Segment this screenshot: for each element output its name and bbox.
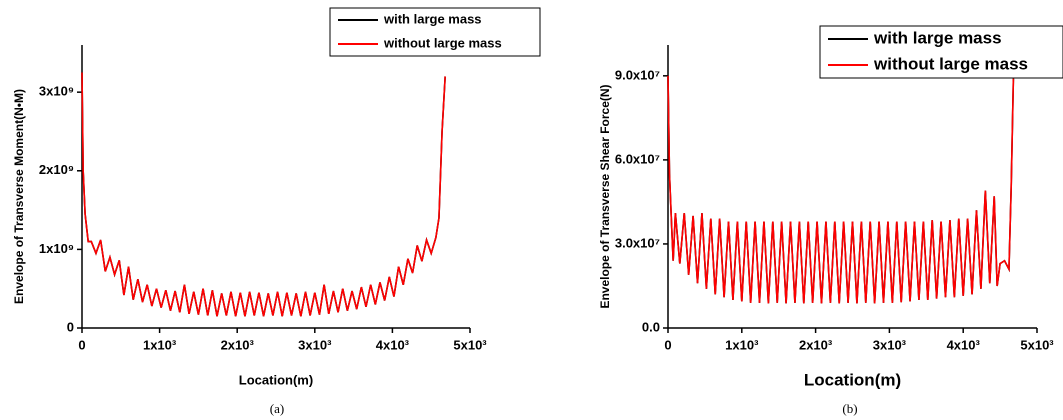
x-axis-label: Location(m)	[239, 372, 313, 387]
x-tick-label: 4x10³	[947, 337, 981, 352]
caption: (a)	[270, 401, 284, 416]
x-tick-label: 1x10³	[725, 337, 759, 352]
x-tick-label: 3x10³	[298, 337, 332, 352]
series-line	[667, 75, 1015, 304]
y-tick-label: 6.0x10⁷	[615, 151, 660, 166]
x-tick-label: 5x10³	[1020, 337, 1054, 352]
y-tick-label: 3x10⁹	[39, 84, 74, 99]
y-tick-label: 9.0x10⁷	[615, 67, 660, 82]
caption: (b)	[842, 401, 857, 416]
y-tick-label: 3.0x10⁷	[615, 235, 660, 250]
x-tick-label: 0	[78, 337, 85, 352]
x-axis-label: Location(m)	[804, 370, 901, 389]
y-tick-label: 2x10⁹	[39, 162, 74, 177]
x-tick-label: 5x10³	[453, 337, 487, 352]
legend-label: with large mass	[873, 28, 1002, 47]
x-tick-label: 2x10³	[799, 337, 833, 352]
legend-label: with large mass	[383, 11, 482, 26]
y-tick-label: 0.0	[642, 319, 660, 334]
y-axis-label: Envelope of Transverse Shear Force(N)	[598, 84, 612, 308]
x-tick-label: 1x10³	[143, 337, 177, 352]
y-axis-label: Envelope of Transverse Moment(N•M)	[12, 89, 26, 304]
y-tick-label: 0	[67, 319, 74, 334]
legend-box	[819, 25, 1063, 79]
x-tick-label: 0	[664, 337, 671, 352]
legend-label: without large mass	[873, 54, 1028, 73]
legend-box	[329, 7, 541, 57]
x-tick-label: 4x10³	[376, 337, 410, 352]
x-tick-label: 3x10³	[873, 337, 907, 352]
x-tick-label: 2x10³	[221, 337, 255, 352]
series-line	[81, 72, 446, 317]
legend-label: without large mass	[383, 35, 502, 50]
y-tick-label: 1x10⁹	[39, 241, 74, 256]
